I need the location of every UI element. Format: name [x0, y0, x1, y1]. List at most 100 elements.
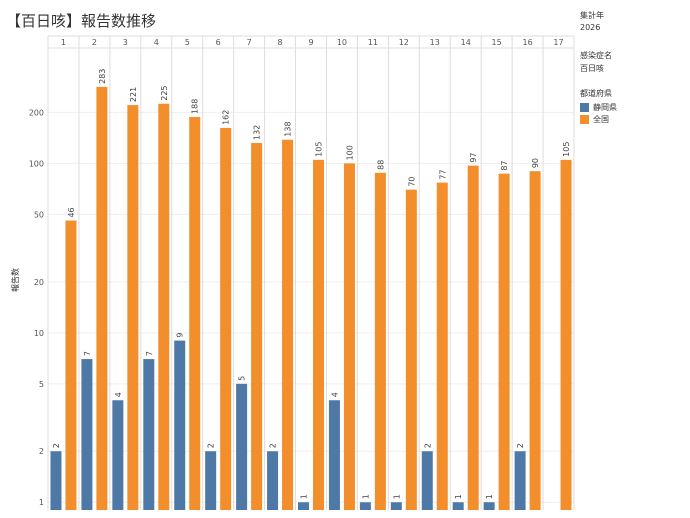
disease-label: 感染症名: [580, 51, 612, 60]
data-label-national: 225: [160, 85, 169, 100]
week-header-label: 1: [61, 38, 66, 47]
disease-filter[interactable]: 感染症名 百日咳: [580, 50, 612, 74]
bar-shizuoka: [112, 400, 124, 510]
data-label-shizuoka: 1: [392, 494, 401, 499]
data-label-shizuoka: 1: [485, 494, 494, 499]
data-label-national: 132: [253, 125, 262, 140]
bar-national: [189, 116, 201, 510]
bar-national: [220, 127, 232, 510]
bar-shizuoka: [483, 502, 495, 510]
year-label: 集計年: [580, 11, 604, 20]
week-header-label: 16: [522, 38, 532, 47]
bar-national: [313, 159, 324, 510]
data-label-shizuoka: 9: [176, 332, 185, 337]
week-header-label: 8: [278, 38, 283, 47]
week-header-label: 5: [185, 38, 190, 47]
bars-layer: [50, 86, 572, 511]
bar-national: [467, 165, 479, 510]
week-header-label: 4: [154, 38, 159, 47]
bar-national: [96, 86, 108, 511]
legend-swatch-shizuoka: [580, 102, 589, 112]
week-header-label: 15: [492, 38, 502, 47]
data-label-shizuoka: 7: [83, 351, 92, 356]
y-tick-label: 20: [34, 278, 44, 287]
bar-national: [65, 220, 77, 510]
y-tick-label: 100: [29, 159, 44, 168]
week-header-label: 11: [368, 38, 378, 47]
y-axis: 1 2 5 10 20 50 100 200 報告数: [10, 108, 44, 507]
data-label-national: 105: [315, 142, 324, 157]
week-header-label: 2: [92, 38, 97, 47]
data-label-national: 105: [562, 142, 571, 157]
y-tick-label: 1: [39, 498, 44, 507]
week-header-label: 7: [247, 38, 252, 47]
data-label-national: 162: [222, 110, 231, 125]
y-tick-label: 5: [39, 380, 44, 389]
bar-shizuoka: [143, 359, 155, 510]
week-header: 1 2 3 4 5 6 7 8 9 10 11 12 13 14 15 16 17: [48, 35, 574, 49]
data-label-national: 138: [284, 121, 293, 136]
bar-shizuoka: [390, 502, 402, 510]
data-label-shizuoka: 5: [238, 376, 247, 381]
year-filter[interactable]: 集計年 2026: [580, 10, 604, 32]
data-label-national: 100: [345, 145, 354, 160]
week-header-label: 13: [430, 38, 440, 47]
bar-national: [343, 163, 355, 510]
bar-national: [158, 103, 170, 511]
week-header-label: 17: [553, 38, 563, 47]
legend-item-shizuoka[interactable]: 静岡県: [580, 101, 617, 113]
chart-title: 【百日咳】報告数推移: [6, 12, 157, 30]
disease-value: 百日咳: [580, 64, 604, 73]
data-label-shizuoka: 7: [145, 351, 154, 356]
bar-shizuoka: [174, 340, 186, 510]
data-label-national: 90: [531, 158, 540, 168]
bar-shizuoka: [81, 359, 93, 510]
data-label-shizuoka: 1: [361, 494, 370, 499]
data-label-national: 97: [469, 152, 478, 162]
data-label-national: 77: [438, 169, 447, 179]
data-label-shizuoka: 2: [423, 443, 432, 448]
week-header-label: 14: [461, 38, 471, 47]
week-header-label: 10: [337, 38, 347, 47]
y-axis-label: 報告数: [10, 268, 20, 292]
legend-label-shizuoka: 静岡県: [593, 102, 617, 112]
bar-national: [374, 172, 386, 510]
bar-shizuoka: [205, 451, 217, 510]
legend-item-national[interactable]: 全国: [580, 113, 617, 125]
bar-shizuoka: [50, 451, 62, 510]
data-label-national: 88: [376, 160, 385, 170]
data-label-national: 188: [191, 99, 200, 114]
bar-national: [436, 182, 448, 510]
bar-shizuoka: [328, 400, 340, 510]
data-labels-layer: 2467283422172259188216251322138110541001…: [52, 69, 571, 500]
y-tick-label: 200: [29, 108, 44, 117]
data-label-national: 46: [67, 207, 76, 217]
bar-national: [498, 173, 510, 510]
bar-shizuoka: [514, 451, 526, 510]
week-header-label: 6: [216, 38, 221, 47]
week-header-label: 12: [399, 38, 409, 47]
bar-shizuoka: [452, 502, 464, 510]
bar-shizuoka: [236, 383, 248, 510]
legend: 都道府県 静岡県 全国: [580, 88, 617, 125]
data-label-shizuoka: 4: [330, 392, 339, 397]
region-label: 都道府県: [580, 89, 612, 98]
data-label-shizuoka: 2: [516, 443, 525, 448]
data-label-national: 221: [129, 87, 138, 102]
data-label-national: 87: [500, 160, 509, 170]
legend-swatch-national: [580, 114, 589, 124]
bar-national: [560, 159, 572, 510]
data-label-national: 70: [407, 176, 416, 186]
data-label-shizuoka: 2: [269, 443, 278, 448]
data-label-shizuoka: 2: [52, 443, 61, 448]
week-header-label: 9: [308, 38, 313, 47]
bar-shizuoka: [298, 502, 309, 510]
bar-national: [127, 105, 139, 511]
legend-label-national: 全国: [593, 114, 609, 124]
data-label-shizuoka: 4: [114, 392, 123, 397]
bar-shizuoka: [359, 502, 371, 510]
year-value: 2026: [580, 23, 601, 32]
bar-national: [251, 142, 263, 511]
week-header-label: 3: [123, 38, 128, 47]
